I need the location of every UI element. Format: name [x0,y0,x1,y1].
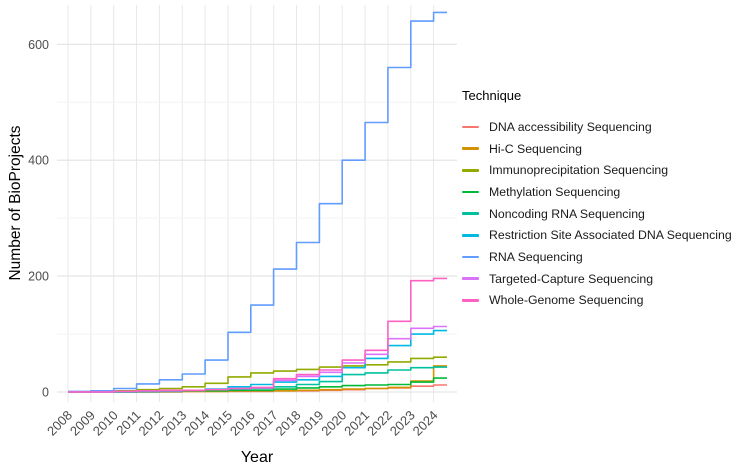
legend-key-line [462,147,479,150]
legend-title: Technique [462,88,522,103]
y-tick-label: 400 [28,154,49,168]
legend-key-line [462,168,479,172]
series-line-rna-sequencing [68,11,447,393]
legend-key-line [462,212,479,215]
legend-key-line [462,233,479,237]
y-tick-label: 600 [28,38,49,52]
legend-key-line [462,125,479,129]
legend-key-line [462,190,479,194]
legend-item: Noncoding RNA Sequencing [462,203,732,225]
legend-key-line [462,255,479,259]
legend-item-label: Immunoprecipitation Sequencing [489,163,669,178]
legend: Technique DNA accessibility Sequencing H… [462,88,732,311]
legend-item-label: Whole-Genome Sequencing [489,293,644,308]
legend-item-label: Restriction Site Associated DNA Sequenci… [489,228,732,243]
legend-key-line [462,299,479,302]
legend-item-label: Noncoding RNA Sequencing [489,206,645,221]
legend-item: Restriction Site Associated DNA Sequenci… [462,224,732,246]
series-line-targeted-capture-sequencing [68,325,447,393]
legend-item: Whole-Genome Sequencing [462,290,732,312]
x-tick-label: 2011 [113,408,143,438]
y-axis-title: Number of BioProjects [7,125,24,281]
legend-item: Targeted-Capture Sequencing [462,268,732,290]
series-line-whole-genome-sequencing [68,277,447,393]
legend-item: Hi-C Sequencing [462,138,732,160]
legend-item: Immunoprecipitation Sequencing [462,159,732,181]
x-axis-title: Year [240,449,274,466]
legend-item-label: Hi-C Sequencing [489,141,582,156]
legend-item-label: Methylation Sequencing [489,184,621,199]
x-tick-label: 2024 [410,408,441,439]
legend-item: RNA Sequencing [462,246,732,268]
legend-item-label: DNA accessibility Sequencing [489,119,652,134]
legend-item: DNA accessibility Sequencing [462,116,732,138]
legend-item-label: Targeted-Capture Sequencing [489,271,654,286]
legend-item: Methylation Sequencing [462,181,732,203]
y-tick-label: 200 [28,270,49,284]
y-tick-label: 0 [42,386,49,400]
legend-key-line [462,277,479,280]
legend-item-label: RNA Sequencing [489,249,583,264]
